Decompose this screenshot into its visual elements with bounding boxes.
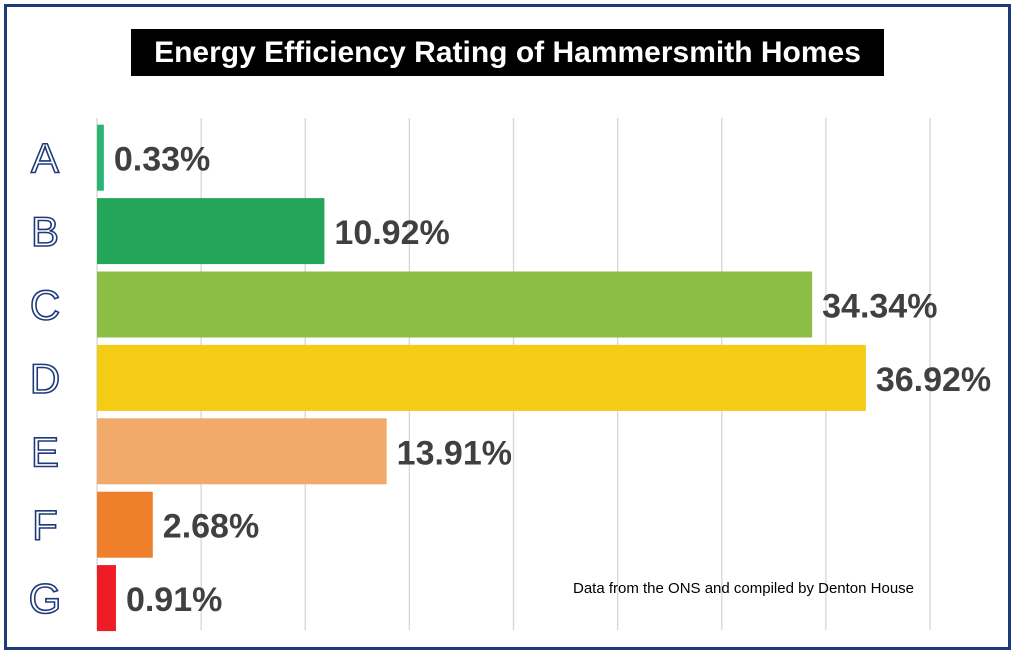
bar-g [97, 565, 116, 632]
category-label-e: E [31, 428, 59, 475]
category-label-f: F [32, 502, 58, 549]
bar-b [97, 198, 325, 265]
value-label-f: 2.68% [163, 508, 259, 546]
value-label-g: 0.91% [126, 581, 222, 619]
category-label-d: D [30, 355, 60, 402]
category-label-a: A [31, 135, 59, 182]
bar-d [97, 344, 866, 411]
bar-f [97, 491, 153, 558]
value-label-a: 0.33% [114, 141, 210, 179]
value-label-c: 34.34% [822, 288, 937, 326]
value-label-d: 36.92% [876, 361, 991, 399]
bar-a [97, 124, 104, 191]
value-label-b: 10.92% [334, 214, 449, 252]
bar-c [97, 271, 813, 338]
category-label-b: B [31, 208, 59, 255]
category-label-c: C [30, 282, 60, 329]
category-label-g: G [29, 575, 62, 622]
source-note: Data from the ONS and compiled by Denton… [573, 580, 915, 597]
chart-title: Energy Efficiency Rating of Hammersmith … [131, 29, 884, 76]
bar-e [97, 418, 387, 485]
value-label-e: 13.91% [397, 434, 512, 472]
